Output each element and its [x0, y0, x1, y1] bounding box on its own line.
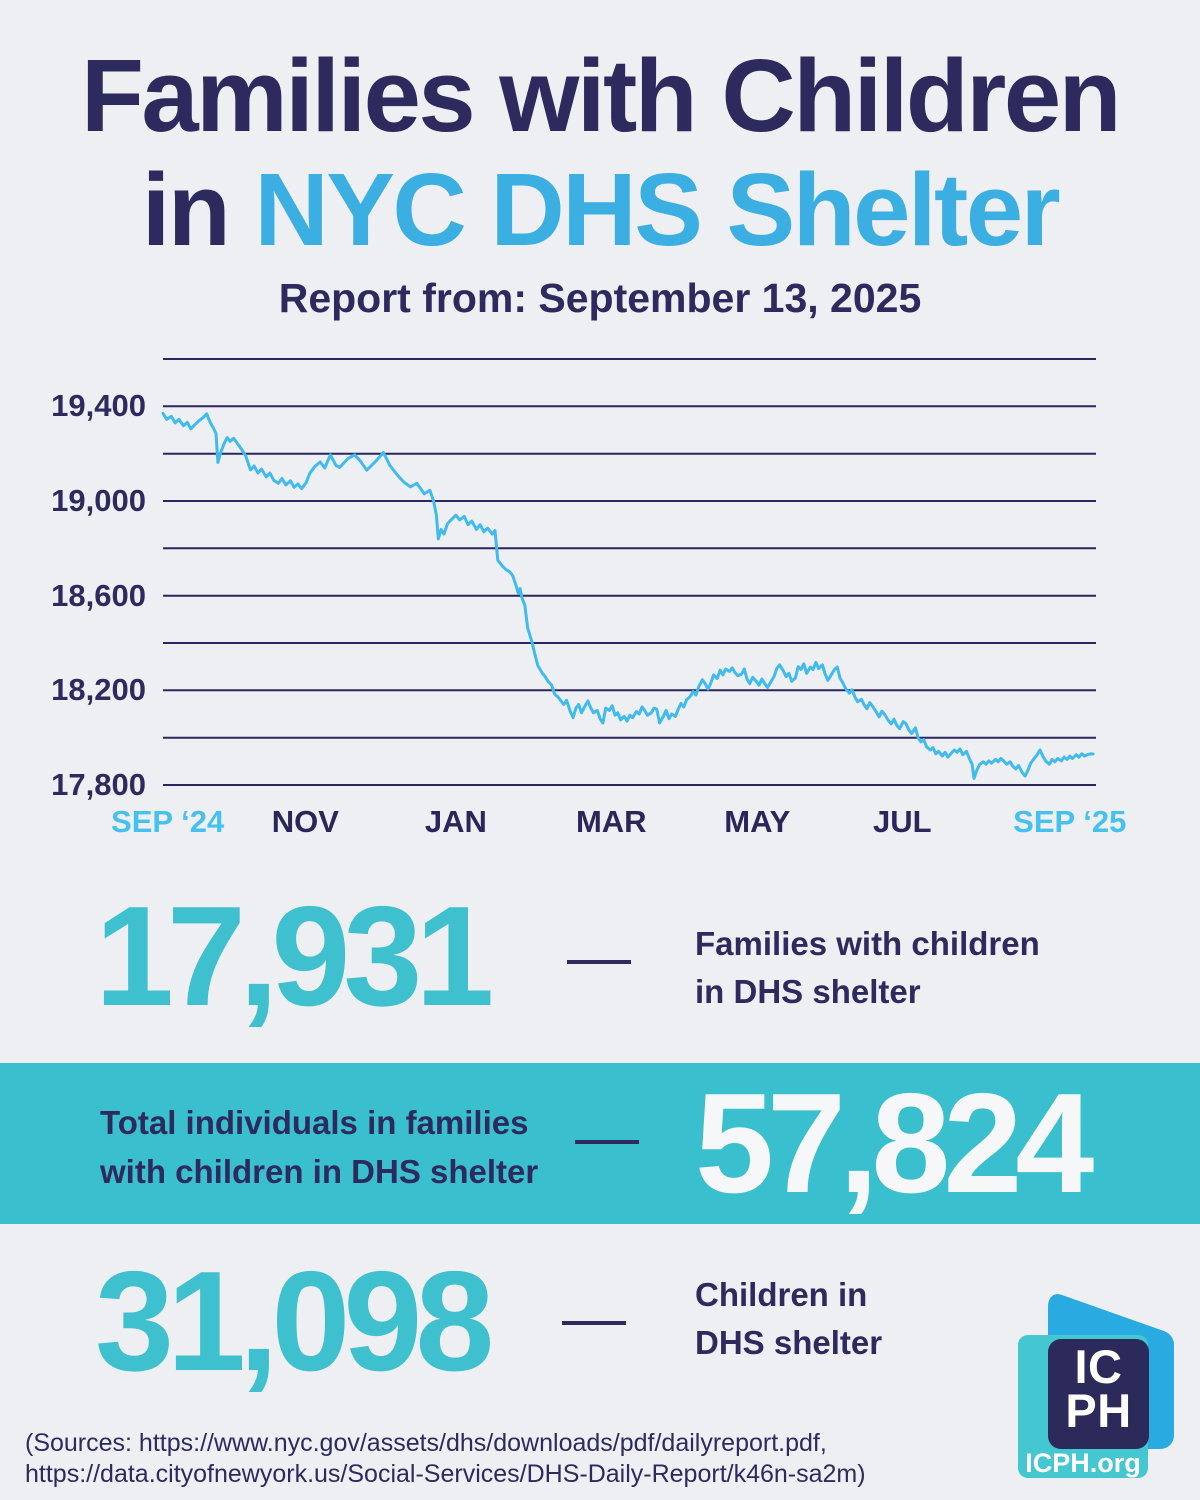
stat-families-dash: [567, 960, 631, 964]
x-axis-label-5: JUL: [873, 804, 932, 839]
icph-logo: IC PH ICPH.org: [1015, 1285, 1185, 1485]
stat-children-label-line1: Children in: [695, 1276, 868, 1313]
stat-children-label: Children in DHS shelter: [695, 1271, 882, 1367]
chart-canvas: [161, 358, 1096, 786]
stat-individuals-dash: [575, 1140, 639, 1144]
page-title-line1: Families with Children: [80, 38, 1122, 153]
y-axis-label-19000: 19,000: [51, 483, 146, 518]
shelter-trend-chart: 19,400 19,000 18,600 18,200 17,800 SEP ‘24 NO…: [51, 358, 1127, 839]
logo-monogram-line1: IC: [1074, 1340, 1123, 1393]
stat-children-dash: [562, 1321, 626, 1325]
x-axis-label-0: SEP ‘24: [111, 804, 225, 839]
y-axis-label-18200: 18,200: [51, 672, 146, 708]
x-axis-label-2: JAN: [424, 804, 487, 839]
y-axis-label-19400: 19,400: [51, 388, 146, 424]
stat-individuals-label-line2: with children in DHS shelter: [100, 1153, 539, 1190]
stat-families-value: 17,931: [95, 877, 494, 1036]
stat-children-label-line2: DHS shelter: [695, 1324, 883, 1361]
y-axis-label-17800: 17,800: [51, 767, 146, 802]
stat-families-label-line2: in DHS shelter: [695, 973, 921, 1010]
sources-note: (Sources: https://www.nyc.gov/assets/dhs…: [25, 1428, 866, 1490]
trend-line-families-with-children: [161, 411, 1095, 780]
report-date-subtitle: Report from: September 13, 2025: [278, 275, 922, 321]
logo-monogram-line2: PH: [1065, 1384, 1132, 1437]
x-axis-label-1: NOV: [271, 804, 339, 839]
stat-individuals-value: 57,824: [695, 1064, 1094, 1223]
stat-individuals-label: Total individuals in families with child…: [100, 1098, 538, 1196]
stat-individuals-label-line1: Total individuals in families: [100, 1104, 529, 1141]
total-individuals-band: Total individuals in families with child…: [0, 1063, 1200, 1224]
x-axis-label-4: MAY: [724, 804, 791, 839]
page-title-line2: in NYC DHS Shelter: [0, 152, 1200, 267]
x-axis-label-6: SEP ‘25: [1013, 804, 1127, 839]
y-axis-label-18600: 18,600: [51, 577, 146, 613]
stat-families-label: Families with children in DHS shelter: [695, 920, 1040, 1016]
stat-families-label-line1: Families with children: [695, 925, 1040, 962]
sources-line2: https://data.cityofnewyork.us/Social-Ser…: [25, 1460, 866, 1488]
sources-line1: (Sources: https://www.nyc.gov/assets/dhs…: [25, 1429, 827, 1457]
page-title-line2-highlight: NYC DHS Shelter: [254, 152, 1060, 267]
icph-logo-shapes: [1018, 1294, 1174, 1478]
stat-children-value: 31,098: [95, 1242, 494, 1401]
logo-monogram-plate: [1048, 1339, 1149, 1449]
x-axis-label-3: MAR: [575, 804, 647, 839]
logo-caption: ICPH.org: [1025, 1448, 1141, 1478]
page-title-line2-prefix: in: [141, 152, 231, 267]
